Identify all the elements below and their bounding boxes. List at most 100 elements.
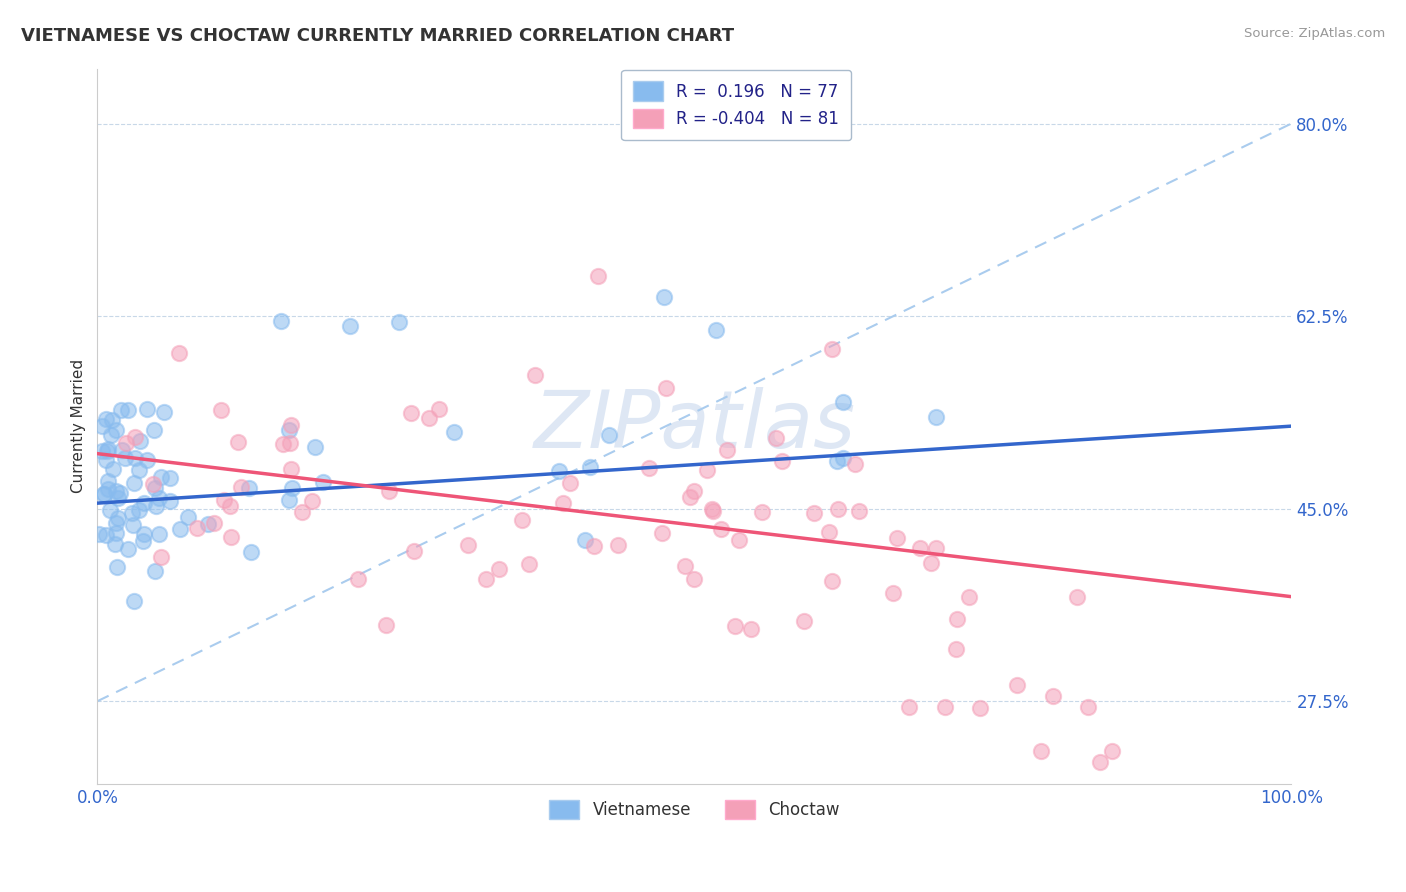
Point xyxy=(186,521,208,535)
Point xyxy=(638,461,661,475)
Point xyxy=(957,590,980,604)
Point xyxy=(98,503,121,517)
Point xyxy=(231,480,253,494)
Point xyxy=(375,618,398,632)
Point xyxy=(339,318,361,333)
Point xyxy=(277,492,299,507)
Point xyxy=(280,436,302,450)
Point xyxy=(399,406,422,420)
Point xyxy=(427,401,450,416)
Point xyxy=(704,323,727,337)
Point xyxy=(803,506,825,520)
Point xyxy=(87,527,110,541)
Point xyxy=(679,491,702,505)
Point xyxy=(169,522,191,536)
Point xyxy=(128,502,150,516)
Point xyxy=(209,403,232,417)
Point xyxy=(920,556,942,570)
Point xyxy=(176,509,198,524)
Point xyxy=(945,642,967,657)
Point xyxy=(1005,678,1028,692)
Point xyxy=(723,619,745,633)
Point xyxy=(1066,590,1088,604)
Point xyxy=(228,434,250,449)
Point xyxy=(524,368,547,382)
Point xyxy=(117,541,139,556)
Point xyxy=(159,494,181,508)
Point xyxy=(238,481,260,495)
Point xyxy=(97,474,120,488)
Point xyxy=(128,434,150,449)
Point xyxy=(122,594,145,608)
Point xyxy=(97,482,120,496)
Point xyxy=(108,486,131,500)
Point xyxy=(148,491,170,505)
Point xyxy=(90,444,112,458)
Point xyxy=(135,453,157,467)
Point xyxy=(104,483,127,498)
Point xyxy=(117,403,139,417)
Point xyxy=(443,425,465,439)
Point xyxy=(347,572,370,586)
Point xyxy=(751,505,773,519)
Point xyxy=(143,481,166,495)
Point xyxy=(716,442,738,457)
Point xyxy=(101,413,124,427)
Text: ZIPatlas: ZIPatlas xyxy=(533,387,855,465)
Point xyxy=(832,395,855,409)
Point xyxy=(673,559,696,574)
Point xyxy=(702,502,724,516)
Point xyxy=(94,453,117,467)
Point xyxy=(882,586,904,600)
Point xyxy=(143,424,166,438)
Point xyxy=(817,524,839,539)
Point xyxy=(418,411,440,425)
Point xyxy=(832,451,855,466)
Point xyxy=(312,475,335,489)
Point xyxy=(702,504,724,518)
Point xyxy=(142,477,165,491)
Point xyxy=(212,493,235,508)
Point xyxy=(124,451,146,466)
Point xyxy=(150,469,173,483)
Point xyxy=(105,423,128,437)
Point xyxy=(946,612,969,626)
Point xyxy=(159,471,181,485)
Point xyxy=(586,268,609,283)
Point xyxy=(124,430,146,444)
Point xyxy=(110,403,132,417)
Point xyxy=(90,419,112,434)
Point xyxy=(239,545,262,559)
Point xyxy=(825,454,848,468)
Point xyxy=(143,565,166,579)
Point xyxy=(145,499,167,513)
Point xyxy=(683,483,706,498)
Point xyxy=(132,534,155,549)
Point xyxy=(765,431,787,445)
Point xyxy=(488,561,510,575)
Point xyxy=(280,462,302,476)
Point xyxy=(574,533,596,548)
Point xyxy=(582,539,605,553)
Point xyxy=(280,418,302,433)
Point xyxy=(104,516,127,530)
Point xyxy=(128,463,150,477)
Point xyxy=(107,511,129,525)
Point xyxy=(475,573,498,587)
Point xyxy=(457,538,479,552)
Point xyxy=(122,518,145,533)
Point xyxy=(651,525,673,540)
Point xyxy=(519,558,541,572)
Point xyxy=(114,450,136,465)
Point xyxy=(827,501,849,516)
Point xyxy=(655,381,678,395)
Point xyxy=(96,444,118,458)
Point xyxy=(93,487,115,501)
Point xyxy=(104,536,127,550)
Point xyxy=(898,699,921,714)
Point xyxy=(388,315,411,329)
Point xyxy=(696,463,718,477)
Point xyxy=(925,541,948,555)
Point xyxy=(94,411,117,425)
Point xyxy=(551,496,574,510)
